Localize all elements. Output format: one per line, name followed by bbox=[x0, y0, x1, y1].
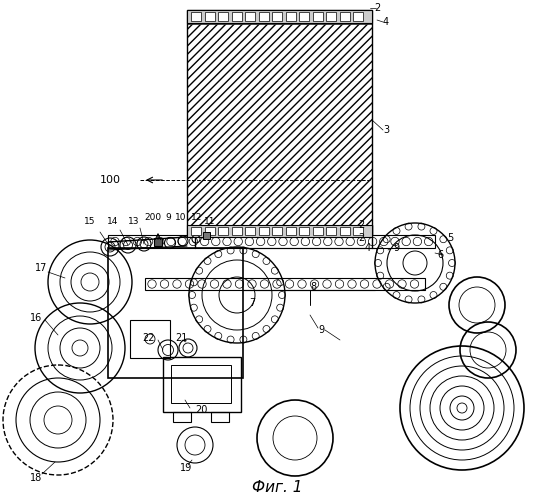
Text: 3: 3 bbox=[383, 125, 389, 135]
Bar bbox=[191, 12, 201, 21]
Bar bbox=[353, 227, 363, 235]
Bar bbox=[340, 227, 350, 235]
Bar bbox=[171, 365, 231, 403]
Bar bbox=[326, 12, 336, 21]
Text: Фиг. 1: Фиг. 1 bbox=[252, 480, 302, 494]
Text: 8: 8 bbox=[310, 282, 316, 292]
Bar bbox=[191, 227, 201, 235]
Text: 2: 2 bbox=[374, 3, 380, 13]
Bar bbox=[245, 12, 255, 21]
Text: 4: 4 bbox=[383, 17, 389, 27]
Bar bbox=[259, 12, 269, 21]
Bar bbox=[163, 357, 241, 412]
Text: 9: 9 bbox=[318, 325, 324, 335]
Bar bbox=[245, 227, 255, 235]
Text: 21: 21 bbox=[175, 333, 188, 343]
Text: 18: 18 bbox=[30, 473, 42, 483]
Text: 9: 9 bbox=[393, 243, 399, 253]
Bar bbox=[211, 412, 229, 422]
Bar bbox=[299, 12, 309, 21]
Text: 14: 14 bbox=[107, 218, 119, 226]
Bar bbox=[312, 227, 322, 235]
Text: 5: 5 bbox=[447, 233, 453, 243]
Text: 12: 12 bbox=[191, 214, 203, 222]
Text: 9: 9 bbox=[165, 214, 171, 222]
Bar bbox=[108, 235, 435, 248]
Bar bbox=[204, 227, 214, 235]
Text: 17: 17 bbox=[35, 263, 47, 273]
Bar bbox=[108, 248, 243, 378]
Text: 16: 16 bbox=[30, 313, 42, 323]
Text: 15: 15 bbox=[84, 218, 96, 226]
Bar bbox=[231, 12, 241, 21]
Bar bbox=[130, 320, 170, 358]
Bar bbox=[259, 227, 269, 235]
Bar bbox=[353, 12, 363, 21]
Text: 100: 100 bbox=[100, 175, 121, 185]
Bar bbox=[272, 12, 282, 21]
Bar bbox=[187, 225, 372, 237]
Bar bbox=[299, 227, 309, 235]
Bar bbox=[173, 412, 191, 422]
Bar bbox=[218, 227, 228, 235]
Text: 4: 4 bbox=[365, 243, 371, 253]
Bar bbox=[204, 12, 214, 21]
Text: 11: 11 bbox=[204, 216, 216, 226]
Text: 6: 6 bbox=[437, 250, 443, 260]
Bar bbox=[340, 12, 350, 21]
Text: 7: 7 bbox=[249, 298, 255, 308]
Text: 19: 19 bbox=[180, 463, 192, 473]
Text: 2: 2 bbox=[358, 220, 364, 230]
Bar bbox=[145, 278, 425, 290]
Text: 200: 200 bbox=[144, 214, 162, 222]
Bar bbox=[187, 10, 372, 235]
Bar bbox=[187, 24, 372, 235]
Bar bbox=[203, 232, 210, 239]
Bar bbox=[312, 12, 322, 21]
Text: 20: 20 bbox=[195, 405, 208, 415]
Bar bbox=[285, 12, 295, 21]
Bar bbox=[154, 238, 162, 246]
Text: 10: 10 bbox=[175, 214, 186, 222]
Bar bbox=[218, 12, 228, 21]
Bar bbox=[187, 10, 372, 23]
Bar bbox=[285, 227, 295, 235]
Bar bbox=[326, 227, 336, 235]
Text: 13: 13 bbox=[128, 216, 140, 226]
Text: 22: 22 bbox=[143, 333, 155, 343]
Bar bbox=[272, 227, 282, 235]
Bar bbox=[231, 227, 241, 235]
Text: 2: 2 bbox=[358, 233, 364, 243]
